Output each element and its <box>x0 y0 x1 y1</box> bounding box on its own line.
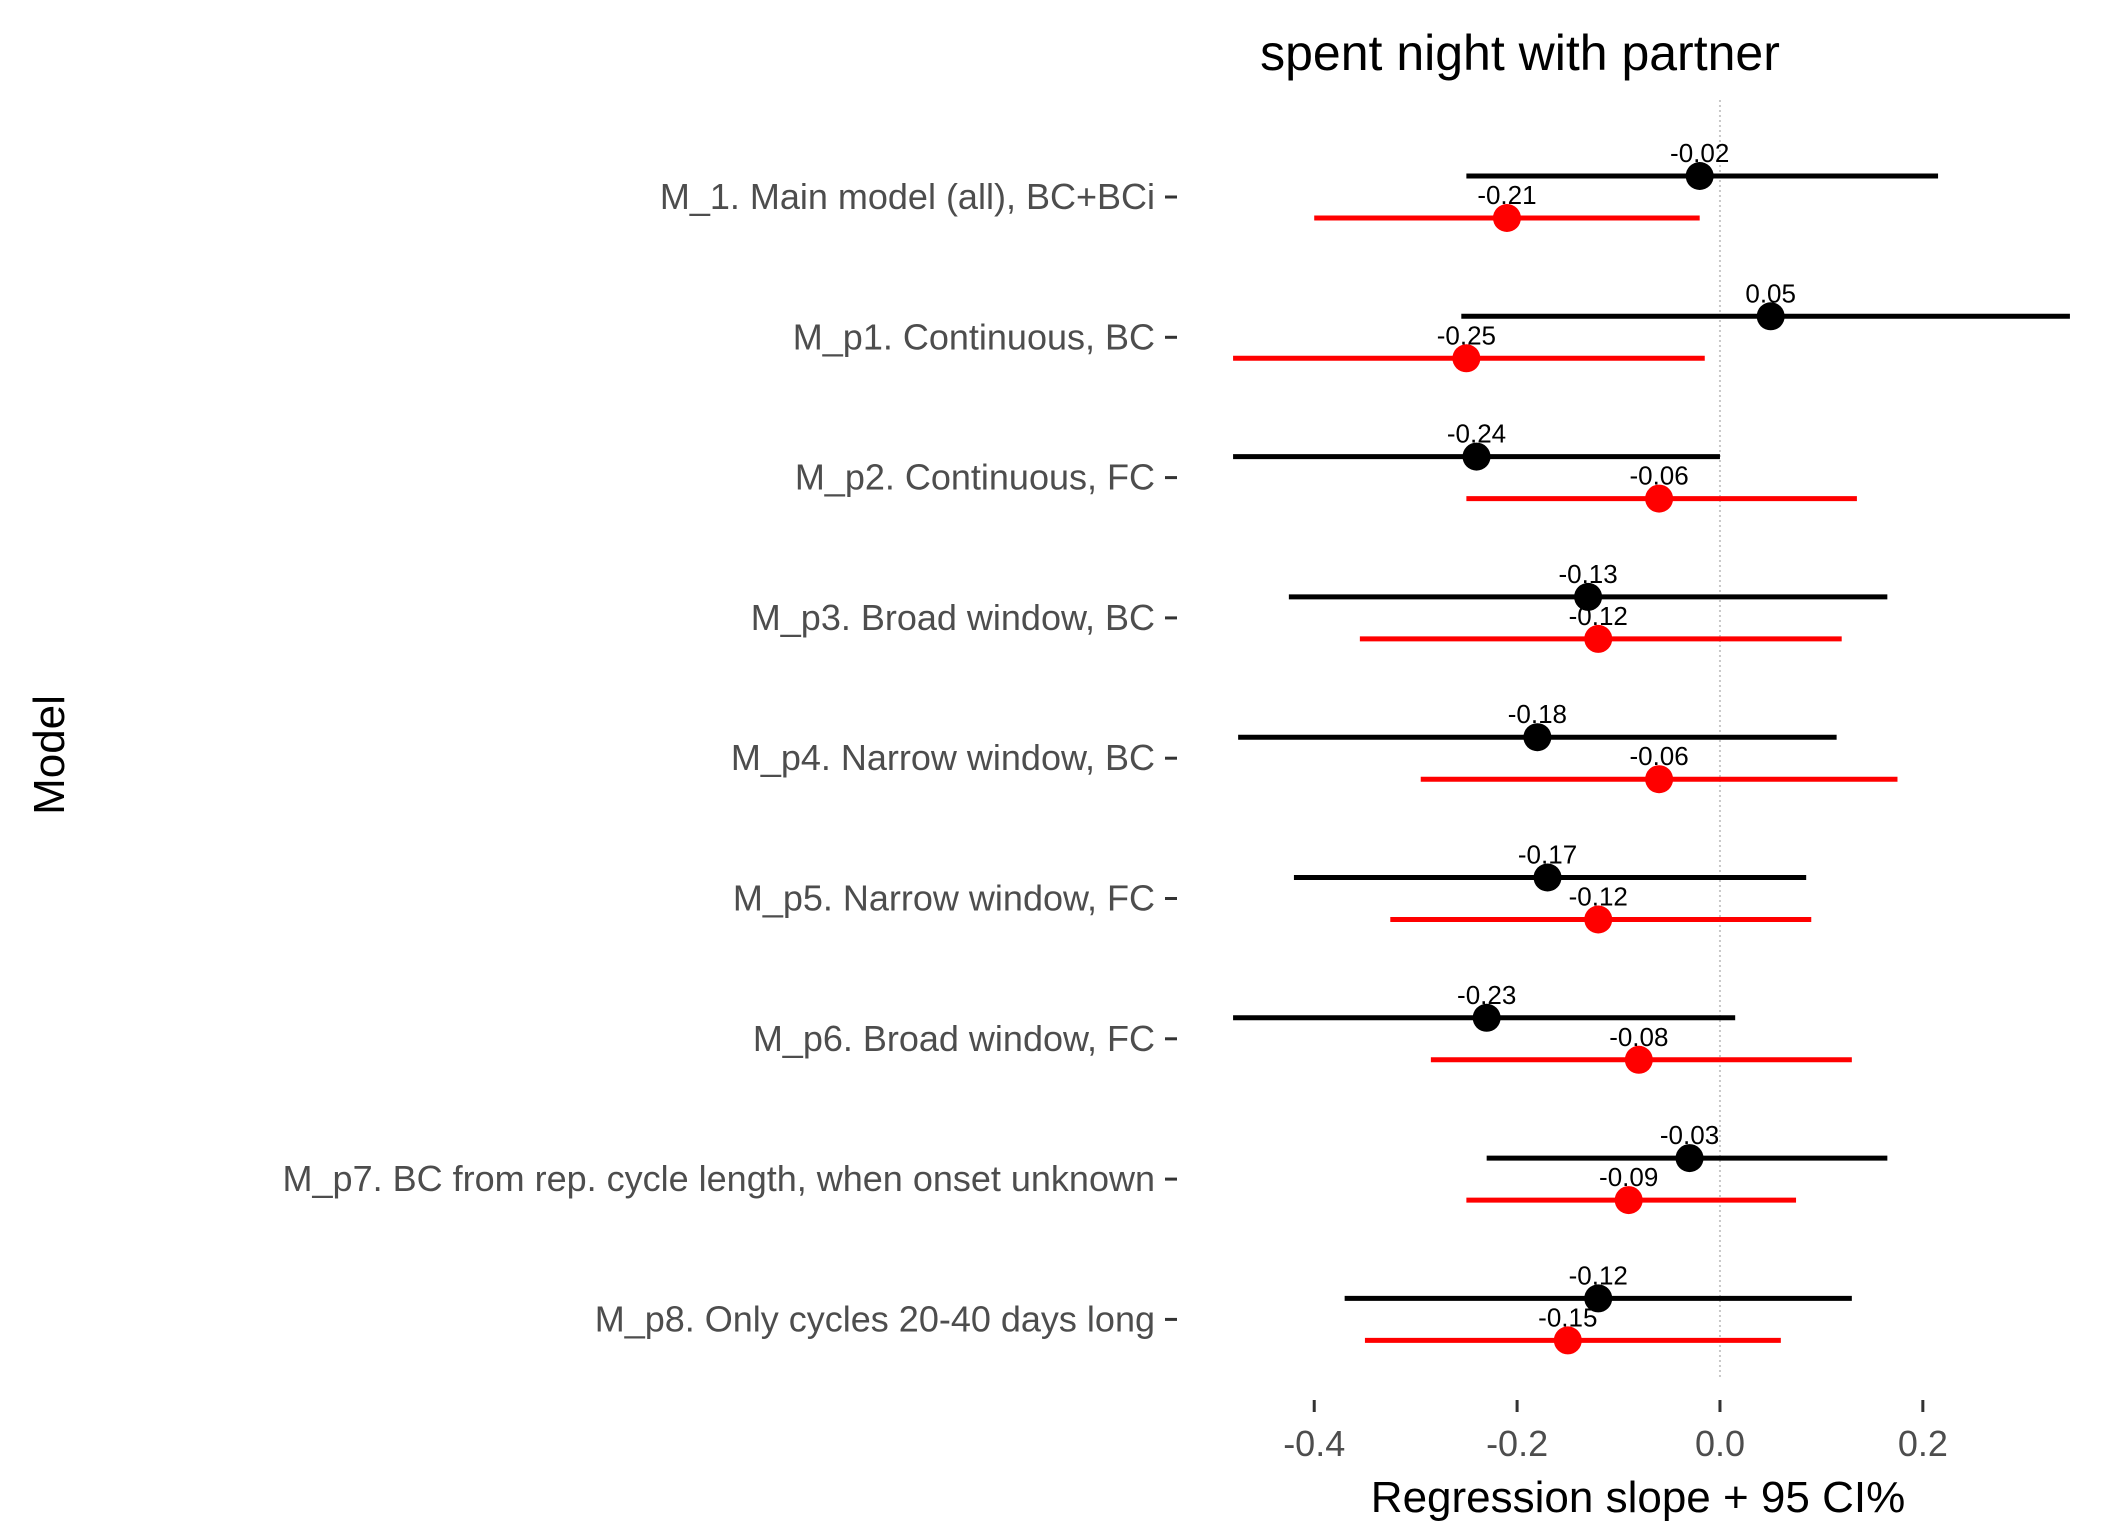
data-label: -0.23 <box>1457 980 1516 1010</box>
data-label: -0.03 <box>1660 1120 1719 1150</box>
estimate-point <box>1584 1284 1613 1313</box>
y-category-label: M_p6. Broad window, FC <box>753 1018 1155 1059</box>
estimate-point <box>1685 162 1714 190</box>
estimate-point <box>1574 582 1603 611</box>
x-tick-label: 0.2 <box>1898 1423 1948 1464</box>
y-category-label: M_p1. Continuous, BC <box>793 316 1155 357</box>
estimate-point <box>1452 344 1481 373</box>
estimate-point <box>1472 1003 1501 1032</box>
estimate-point <box>1614 1186 1643 1215</box>
data-label: -0.25 <box>1437 320 1496 350</box>
data-label: -0.24 <box>1447 419 1506 449</box>
data-label: -0.13 <box>1558 559 1617 589</box>
estimate-point <box>1523 723 1552 752</box>
y-category-label: M_1. Main model (all), BC+BCi <box>660 176 1155 217</box>
y-category-label: M_p8. Only cycles 20-40 days long <box>595 1298 1155 1339</box>
data-label: -0.17 <box>1518 840 1577 870</box>
data-label: -0.12 <box>1569 1260 1628 1290</box>
plot-area: -0.4 -0.2 0.0 0.2 M_1. Main model (all), BC+… <box>283 100 2070 1464</box>
y-category-label: M_p3. Broad window, BC <box>751 597 1155 638</box>
estimate-point <box>1584 624 1613 653</box>
data-label: 0.05 <box>1745 278 1796 308</box>
data-label: -0.18 <box>1508 699 1567 729</box>
data-label: -0.12 <box>1569 601 1628 631</box>
x-tick-label: 0.0 <box>1695 1423 1745 1464</box>
data-label: -0.02 <box>1670 138 1729 168</box>
estimate-point <box>1645 484 1674 513</box>
y-category-label: M_p7. BC from rep. cycle length, when on… <box>283 1158 1155 1199</box>
estimate-point <box>1492 204 1521 232</box>
y-axis-title: Model <box>25 695 74 815</box>
estimate-point <box>1624 1045 1653 1074</box>
data-label: -0.12 <box>1569 882 1628 912</box>
estimate-point <box>1645 765 1674 794</box>
estimate-point <box>1675 1144 1704 1173</box>
y-category-label: M_p4. Narrow window, BC <box>731 737 1155 778</box>
estimate-point <box>1756 302 1785 331</box>
data-label: -0.09 <box>1599 1162 1658 1192</box>
x-tick-label: -0.4 <box>1283 1423 1345 1464</box>
estimate-point <box>1553 1326 1582 1355</box>
estimate-point <box>1584 905 1613 934</box>
chart-title: spent night with partner <box>1260 25 1780 81</box>
data-label: -0.15 <box>1538 1302 1597 1332</box>
estimate-point <box>1462 442 1491 471</box>
data-label: -0.08 <box>1609 1022 1668 1052</box>
estimate-point <box>1533 863 1562 892</box>
x-axis-title: Regression slope + 95 CI% <box>1371 1473 1905 1522</box>
x-tick-label: -0.2 <box>1486 1423 1548 1464</box>
y-category-label: M_p5. Narrow window, FC <box>733 878 1155 919</box>
data-label: -0.06 <box>1629 741 1688 771</box>
y-category-label: M_p2. Continuous, FC <box>795 457 1155 498</box>
data-label: -0.06 <box>1629 461 1688 491</box>
data-label: -0.21 <box>1477 180 1536 210</box>
